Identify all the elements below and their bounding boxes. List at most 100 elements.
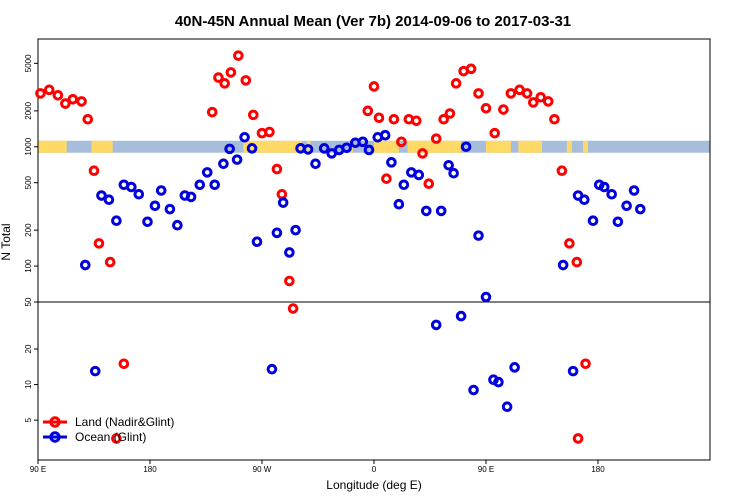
land-point (118, 358, 130, 370)
land-band-segment (38, 140, 67, 153)
ocean-point (612, 216, 624, 228)
land-point (572, 433, 584, 444)
ocean-point (567, 365, 579, 377)
land-point (411, 115, 422, 127)
ocean-point (231, 154, 243, 165)
land-point (444, 108, 456, 119)
axis-ticks: 50 100 200 500 1000 2000 5000 5 10 20 90 E 180 90 W 0… (24, 54, 605, 474)
land-point (43, 84, 55, 96)
ocean-point (448, 167, 459, 179)
land-point (82, 113, 94, 125)
land-point (480, 103, 492, 114)
ocean-point (201, 167, 213, 178)
ocean-point (587, 215, 599, 227)
land-point (284, 275, 295, 287)
ocean-point (185, 191, 197, 203)
land-point (93, 238, 105, 249)
land-point (556, 165, 568, 177)
land-point (88, 165, 100, 177)
ocean-point (413, 169, 425, 181)
ocean-point (271, 227, 283, 239)
ocean-point (155, 185, 167, 196)
ocean-point (480, 291, 492, 303)
x-tick-label: 90 E (30, 465, 46, 474)
legend-land-label: Land (Nadir&Glint) (75, 415, 174, 429)
land-point (505, 88, 517, 99)
ocean-point (89, 365, 101, 377)
land-point (580, 358, 591, 370)
ocean-point (284, 247, 295, 258)
land-point (271, 163, 283, 175)
land-point (521, 88, 533, 99)
ocean-point (277, 197, 289, 208)
ocean-point (579, 194, 590, 206)
ocean-point (430, 319, 442, 331)
ocean-point (310, 158, 321, 170)
land-band-segment (374, 140, 399, 153)
ocean-point (393, 198, 405, 210)
ocean-point (239, 132, 250, 143)
ocean-point (224, 143, 235, 155)
x-tick-label: 90 E (478, 465, 494, 474)
land-point (489, 127, 501, 139)
land-point (111, 433, 122, 444)
y-tick-label: 5 (24, 417, 33, 422)
y-tick-label: 100 (24, 259, 33, 273)
land-point (233, 50, 244, 61)
ocean-point (318, 143, 330, 154)
land-point (67, 93, 79, 105)
ocean-point (557, 259, 569, 271)
land-band-segment (91, 140, 113, 153)
ocean-point (628, 185, 640, 196)
ocean-point (379, 129, 391, 141)
y-tick-label: 50 (24, 297, 33, 306)
ocean-point (266, 363, 278, 375)
land-band-segment (518, 140, 542, 153)
ocean-point (111, 215, 122, 227)
land-point (450, 78, 462, 89)
ocean-point (363, 144, 375, 156)
ocean-point (357, 136, 369, 148)
ocean-point (172, 219, 183, 231)
y-tick-label: 200 (24, 223, 33, 237)
land-point (213, 72, 224, 83)
land-point (373, 112, 385, 124)
land-band-segment (583, 140, 589, 153)
ocean-point (142, 216, 153, 228)
land-point (423, 178, 435, 190)
land-point (104, 256, 116, 268)
land-band-segment (486, 140, 511, 153)
ocean-point (103, 194, 115, 206)
ocean-point (398, 179, 410, 191)
ocean-point (96, 190, 107, 201)
ocean-point (290, 224, 301, 236)
land-point (264, 126, 275, 138)
ocean-point (386, 157, 397, 168)
data-points (35, 50, 646, 444)
ocean-point (194, 179, 206, 191)
ocean-point (133, 188, 145, 200)
ocean-point (209, 179, 221, 191)
ocean-point (468, 384, 479, 396)
land-point (388, 113, 400, 125)
x-tick-label: 180 (143, 465, 157, 474)
ocean-point (79, 259, 91, 271)
land-point (564, 238, 575, 249)
legend-ocean-marker (49, 431, 61, 443)
land-point (362, 105, 374, 117)
ocean-point (621, 200, 632, 212)
land-point (465, 63, 477, 75)
ocean-point (501, 401, 513, 412)
ocean-point (443, 159, 454, 171)
x-tick-label: 90 W (253, 465, 272, 474)
land-point (276, 188, 288, 200)
land-point (542, 96, 554, 107)
land-point (225, 67, 237, 78)
ocean-point (126, 181, 137, 193)
land-point (287, 303, 299, 314)
ocean-point (420, 205, 432, 217)
land-point (60, 98, 71, 109)
y-tick-label: 2000 (24, 101, 33, 119)
ocean-point (606, 188, 617, 200)
land-point (240, 75, 252, 86)
